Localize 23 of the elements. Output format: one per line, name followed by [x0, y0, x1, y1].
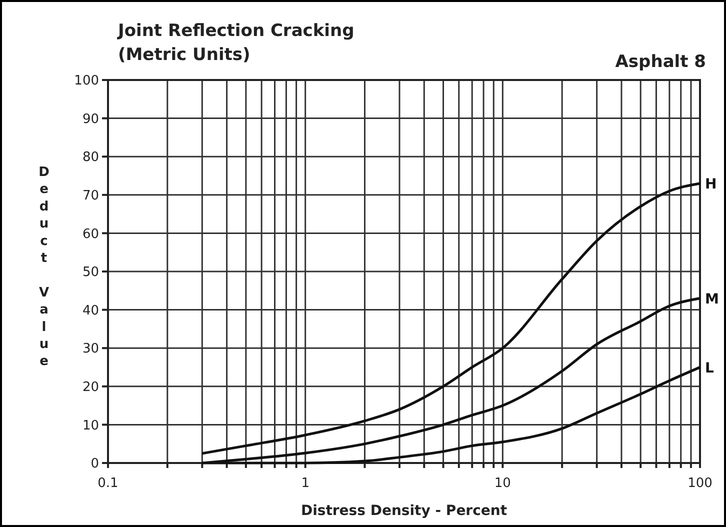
text: Asphalt 8	[615, 52, 706, 72]
series-label: H	[705, 176, 717, 192]
chart-title: Joint Reflection Cracking	[117, 21, 354, 41]
y-tick-label: 20	[82, 380, 99, 395]
y-tick-label: 60	[82, 226, 99, 242]
x-axis-title: Distress Density - Percent	[300, 503, 508, 519]
series-label: L	[705, 360, 714, 376]
y-tick-label: 90	[82, 112, 99, 127]
y-tick-label: 40	[82, 303, 99, 318]
y-tick-label: 10	[82, 418, 99, 434]
y-tick-label: 50	[82, 265, 99, 280]
y-tick-label: 80	[82, 150, 99, 166]
x-tick-label: 1	[301, 476, 310, 491]
chart-subtitle: (Metric Units)	[118, 45, 250, 65]
text: Deduct Value	[38, 165, 50, 370]
x-tick-label: 0.1	[98, 476, 118, 491]
x-tick-label: 10	[494, 476, 511, 491]
series-label: M	[705, 291, 719, 308]
y-tick-label: 70	[82, 188, 99, 204]
y-tick-label: 100	[74, 74, 99, 89]
x-tick-label: 100	[688, 476, 712, 491]
y-tick-label: 0	[90, 456, 99, 472]
y-tick-label: 30	[82, 342, 99, 357]
